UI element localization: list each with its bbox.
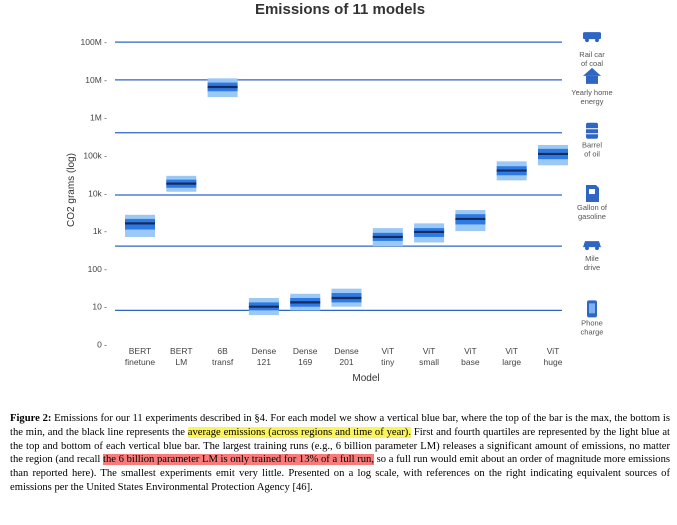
car-icon [583, 241, 601, 251]
rail-car-wheel [585, 38, 589, 43]
x-tick-label: Dense 201 [334, 346, 359, 367]
reference-label-line: of coal [581, 59, 603, 68]
x-tick-label-line: Dense [334, 346, 359, 356]
reference-label-line: Gallon of [577, 203, 608, 212]
y-axis-title: CO2 grams (log) [66, 153, 77, 227]
reference-label-line: gasoline [578, 212, 606, 221]
x-tick-label-line: transf [212, 357, 234, 367]
reference-label-line: Phone [581, 318, 603, 327]
caption-highlight-yellow: average emissions (across regions and ti… [187, 426, 411, 438]
x-tick-label: BERT LM [170, 346, 193, 367]
reference-label-line: Rail car [579, 50, 605, 59]
x-tick-label-line: BERT [170, 346, 193, 356]
reference-label: Gallon of gasoline [577, 203, 608, 221]
y-axis-ticks: 0 - 10 - 100 - 1k - 10k - 100k - 1M - 10M - 100M… [81, 37, 108, 349]
car-wheel [585, 246, 589, 251]
x-tick-label-line: 201 [339, 357, 353, 367]
x-tick-label: ViT huge [544, 346, 563, 367]
x-tick-label: ViT large [502, 346, 521, 367]
x-tick-label-line: LM [175, 357, 187, 367]
reference-label: Rail car of coal [579, 50, 605, 68]
reference-label-line: Mile [585, 254, 599, 263]
reference-label: Barrel of oil [582, 141, 602, 159]
car-body [583, 241, 601, 248]
x-tick-label-line: ViT [547, 346, 560, 356]
x-tick-label-line: large [502, 357, 521, 367]
x-tick-label-line: huge [544, 357, 563, 367]
car-wheel [595, 246, 599, 251]
barrel-body [586, 122, 598, 139]
rail-car-body [583, 32, 601, 40]
reference-label-line: drive [584, 263, 600, 272]
reference-label-line: Yearly home [571, 88, 612, 97]
x-tick-label: ViT small [419, 346, 439, 367]
caption-text-1: Emissions for our 11 experiments describ… [10, 413, 670, 438]
y-tick-label: 10k - [88, 188, 107, 198]
y-tick-label: 1k - [93, 226, 107, 236]
x-tick-label-line: ViT [381, 346, 394, 356]
x-tick-label-line: Dense [252, 346, 277, 356]
caption-text-3: so a full run would emit about an order … [10, 454, 670, 493]
caption-text-2: First and fourth quartiles are represent… [10, 426, 670, 466]
emissions-chart: Emissions of 11 models CO2 grams (log) M… [66, 1, 613, 384]
figure-caption: Figure 2: Emissions for our 11 experimen… [10, 412, 670, 495]
x-tick-label-line: ViT [423, 346, 436, 356]
x-tick-label: Dense 169 [293, 346, 318, 367]
reference-label-line: of oil [584, 150, 600, 159]
x-tick-label: 6B transf [212, 346, 234, 367]
x-tick-label-line: BERT [129, 346, 152, 356]
phone-screen [589, 303, 595, 314]
rail-car-icon [583, 32, 601, 43]
x-tick-label-line: 121 [257, 357, 271, 367]
box-series [125, 78, 568, 316]
x-tick-label: Dense 121 [252, 346, 277, 367]
x-tick-label-line: finetune [125, 357, 156, 367]
caption-highlight-red: the 6 billion parameter LM is only train… [103, 454, 375, 466]
y-tick-label: 100k - [83, 151, 107, 161]
y-tick-label: 100 - [88, 264, 108, 274]
x-tick-label: BERT finetune [125, 346, 156, 367]
reference-lines [115, 41, 562, 312]
house-body [586, 75, 598, 84]
reference-label: Mile drive [584, 254, 600, 272]
gas-can-label [589, 189, 595, 195]
rail-car-wheel [595, 38, 599, 43]
reference-label: Yearly home energy [571, 88, 612, 106]
barrel-icon [586, 122, 598, 139]
reference-label-line: energy [581, 97, 604, 106]
y-tick-label: 10 - [92, 302, 107, 312]
x-tick-label: ViT base [461, 346, 480, 367]
y-tick-label: 10M - [85, 75, 107, 85]
phone-icon [587, 300, 597, 318]
x-tick-label-line: small [419, 357, 439, 367]
y-tick-label: 1M - [90, 113, 107, 123]
house-roof [583, 67, 601, 76]
y-tick-label: 0 - [97, 340, 107, 350]
reference-label: Phone charge [581, 318, 604, 336]
gas-can-icon [586, 185, 599, 203]
y-tick-label: 100M - [81, 37, 108, 47]
house-icon [583, 67, 601, 84]
reference-label-line: Barrel [582, 141, 602, 150]
x-tick-label-line: Dense [293, 346, 318, 356]
reference-label-line: charge [581, 327, 604, 336]
x-tick-label-line: ViT [464, 346, 477, 356]
chart-title: Emissions of 11 models [255, 1, 425, 18]
x-tick-label-line: 6B [217, 346, 228, 356]
x-tick-label-line: base [461, 357, 480, 367]
x-tick-label-line: ViT [505, 346, 518, 356]
x-tick-label-line: tiny [381, 357, 395, 367]
caption-label: Figure 2: [10, 413, 52, 424]
x-tick-label-line: 169 [298, 357, 312, 367]
x-axis-title: Model [352, 373, 379, 384]
x-tick-label: ViT tiny [381, 346, 395, 367]
